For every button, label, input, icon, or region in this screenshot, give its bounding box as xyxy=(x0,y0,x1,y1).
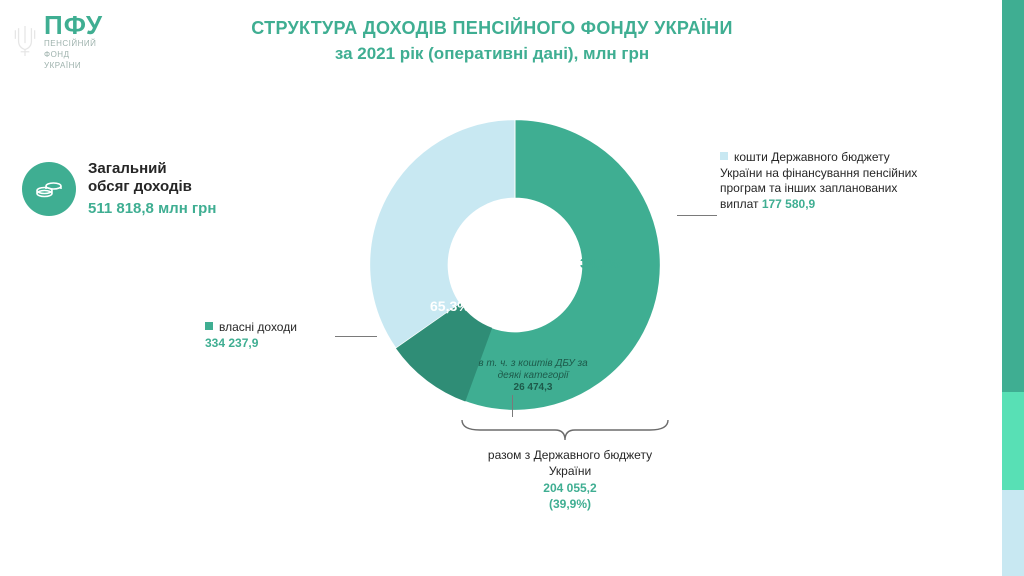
bottom-total-block: разом з Державного бюджету України 204 0… xyxy=(470,448,670,512)
coins-icon xyxy=(22,162,76,216)
stripe-2 xyxy=(1002,392,1024,490)
pct-state: 34,7% xyxy=(580,255,620,271)
sub-segment-label: в т. ч. з коштів ДБУ за деякі категорії xyxy=(478,358,587,381)
slide: { "logo": { "acronym": "ПФУ", "sub1": "П… xyxy=(0,0,1024,576)
total-label-1: Загальний xyxy=(88,160,216,178)
leader-line-inner xyxy=(512,395,513,417)
bottom-value: 204 055,2 xyxy=(470,481,670,497)
page-subtitle: за 2021 рік (оперативні дані), млн грн xyxy=(0,44,984,64)
legend-swatch-state xyxy=(720,152,728,160)
leader-line-right xyxy=(677,215,717,216)
bottom-label: разом з Державного бюджету України xyxy=(488,448,652,478)
callout-own-value: 334 237,9 xyxy=(205,336,258,350)
sub-segment-note: в т. ч. з коштів ДБУ за деякі категорії … xyxy=(468,358,598,394)
total-income-block: Загальний обсяг доходів 511 818,8 млн гр… xyxy=(22,160,252,217)
pct-own: 65,3% xyxy=(430,298,470,314)
leader-line-left xyxy=(335,336,377,337)
total-text: Загальний обсяг доходів 511 818,8 млн гр… xyxy=(88,160,216,217)
legend-swatch-own xyxy=(205,322,213,330)
total-label-2: обсяг доходів xyxy=(88,178,216,196)
stripe-1 xyxy=(1002,0,1024,392)
callout-own: власні доходи 334 237,9 xyxy=(205,320,335,351)
page-title: СТРУКТУРА ДОХОДІВ ПЕНСІЙНОГО ФОНДУ УКРАЇ… xyxy=(0,18,984,39)
sub-segment-value: 26 474,3 xyxy=(514,382,553,393)
total-value: 511 818,8 млн грн xyxy=(88,200,216,217)
callout-state: кошти Державного бюджету України на фіна… xyxy=(720,150,930,212)
callout-own-label: власні доходи xyxy=(219,320,297,334)
callout-state-value: 177 580,9 xyxy=(762,197,815,211)
bottom-pct: (39,9%) xyxy=(470,497,670,513)
side-stripes xyxy=(1002,0,1024,576)
brace xyxy=(460,418,670,444)
stripe-3 xyxy=(1002,490,1024,576)
callout-state-label: кошти Державного бюджету України на фіна… xyxy=(720,150,917,211)
